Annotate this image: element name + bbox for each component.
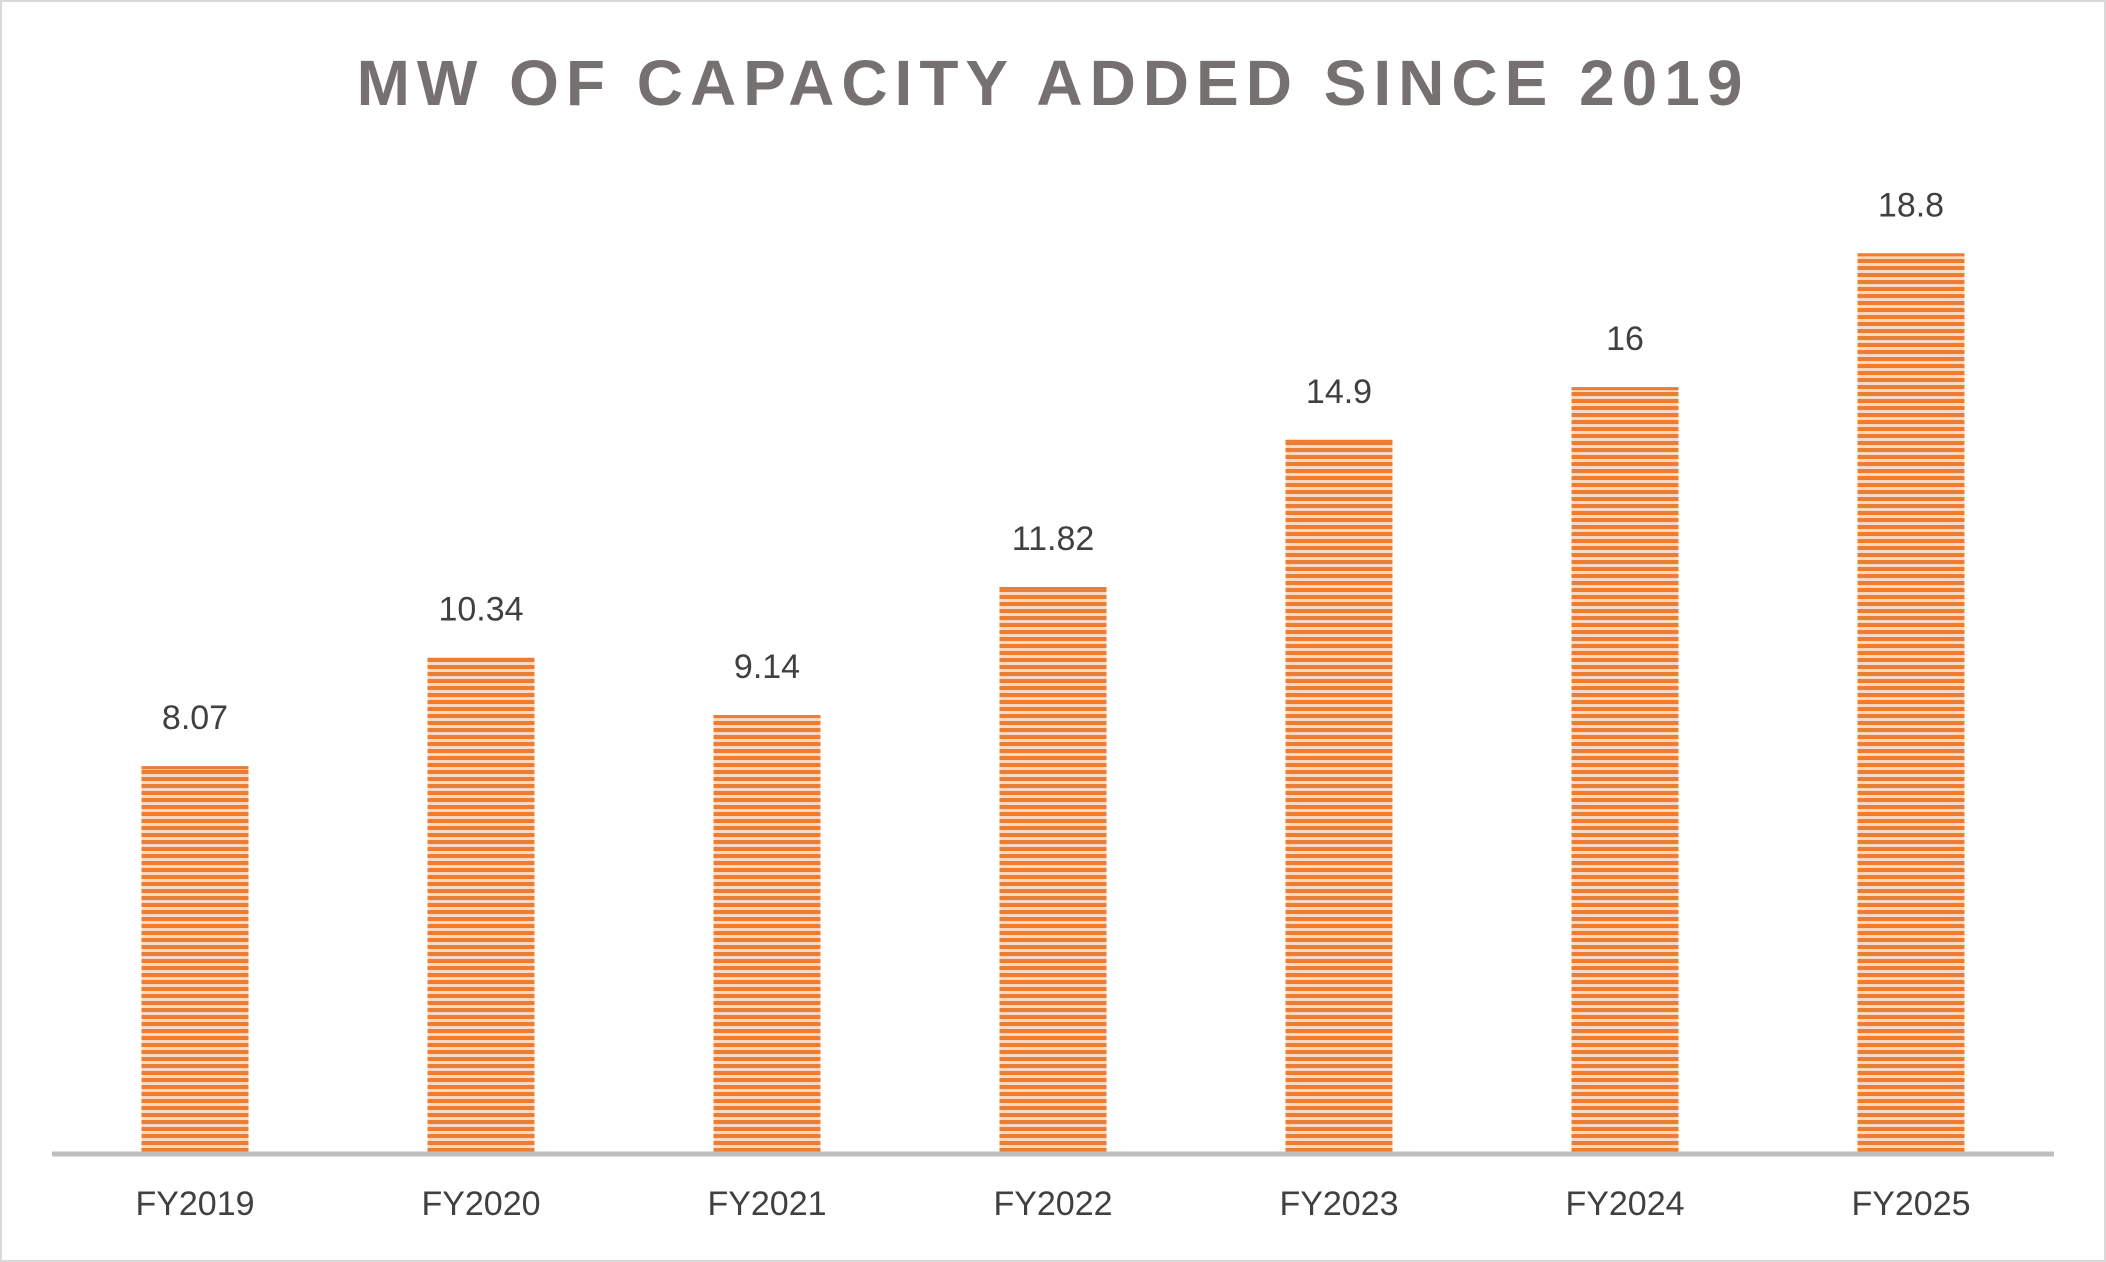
x-tick-label: FY2022 (993, 1185, 1112, 1223)
value-label: 11.82 (1012, 520, 1095, 558)
bar (999, 587, 1107, 1152)
x-tick-label: FY2025 (1851, 1185, 1970, 1223)
x-tick-label: FY2020 (421, 1185, 540, 1223)
bar-top (141, 766, 249, 770)
bar (141, 766, 249, 1152)
bar-top (427, 657, 535, 661)
value-label: 9.14 (734, 648, 800, 686)
value-label: 16 (1606, 320, 1644, 358)
value-label: 8.07 (162, 699, 228, 737)
bar-top (713, 715, 821, 719)
bar (1857, 253, 1965, 1153)
value-label: 18.8 (1878, 186, 1944, 224)
x-tick-label: FY2024 (1565, 1185, 1684, 1223)
bar (713, 715, 821, 1152)
bar-top (999, 587, 1107, 591)
value-label: 10.34 (438, 591, 523, 629)
x-tick-label: FY2019 (135, 1185, 254, 1223)
bar-top (1285, 439, 1393, 443)
bar (1571, 387, 1679, 1152)
bar (427, 657, 535, 1152)
x-tick-label: FY2023 (1279, 1185, 1398, 1223)
bar (1285, 439, 1393, 1152)
bar-top (1857, 253, 1965, 257)
chart-title: MW OF CAPACITY ADDED SINCE 2019 (357, 47, 1750, 119)
bar-top (1571, 387, 1679, 391)
value-label: 14.9 (1306, 373, 1372, 411)
x-tick-label: FY2021 (707, 1185, 826, 1223)
